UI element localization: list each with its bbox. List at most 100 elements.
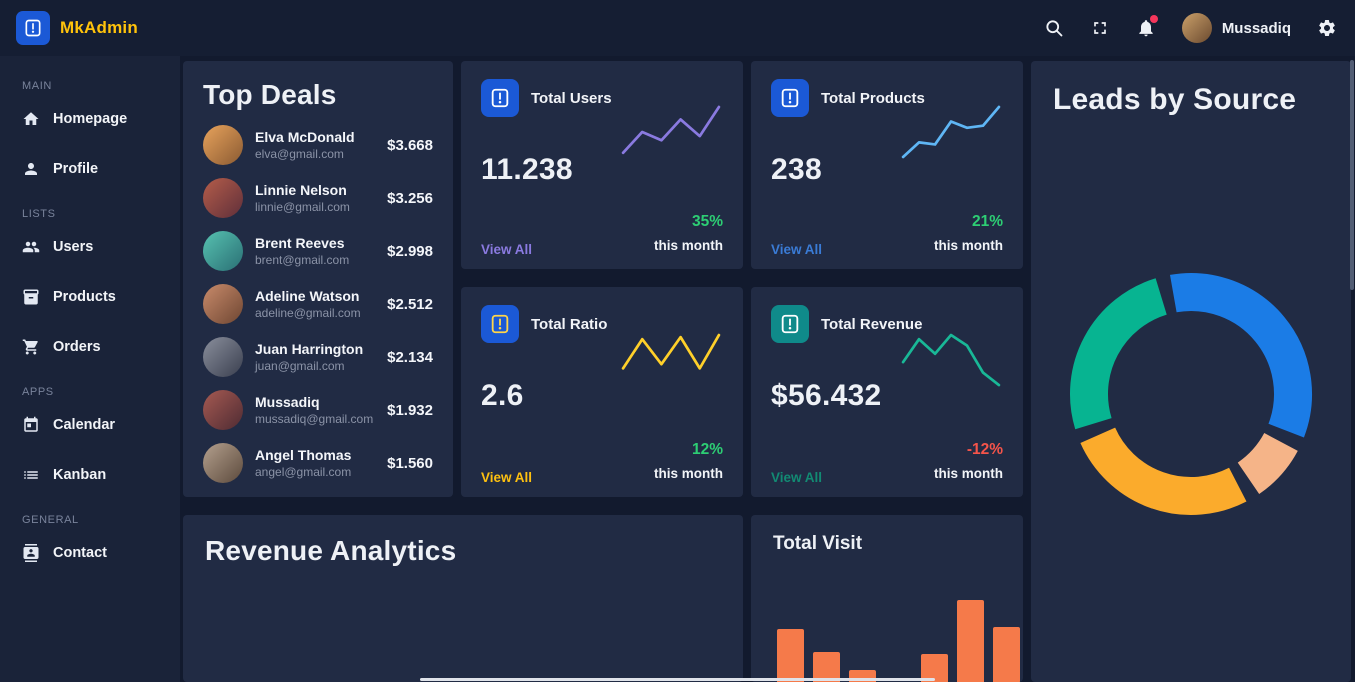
contact-icon — [22, 544, 40, 562]
sidebar-item-orders[interactable]: Orders — [0, 322, 180, 372]
deal-amount: $3.668 — [387, 136, 433, 154]
view-all-link[interactable]: View All — [481, 470, 533, 485]
mkadmin-logo-icon — [16, 11, 50, 45]
view-all-link[interactable]: View All — [481, 242, 533, 257]
view-all-link[interactable]: View All — [771, 470, 823, 485]
stat-card-title: Total Products — [821, 89, 925, 107]
search-button[interactable] — [1044, 18, 1064, 38]
deal-email: juan@gmail.com — [255, 359, 345, 373]
sidebar-item-label: Orders — [53, 339, 101, 355]
deal-name: Juan Harrington — [255, 341, 364, 357]
vertical-scrollbar-thumb[interactable] — [1350, 60, 1354, 290]
bell-icon — [1139, 20, 1153, 37]
percent-change: 21% — [971, 213, 1003, 231]
user-menu[interactable]: Mussadiq — [1181, 13, 1291, 43]
total-users-icon — [481, 79, 519, 117]
stat-card-total-ratio: Total Ratio 2.6 View All 12% this month — [461, 287, 743, 497]
total-visit-card: Total Visit — [751, 515, 1023, 682]
sidebar-item-contact[interactable]: Contact — [0, 528, 180, 578]
sidebar-item-label: Profile — [53, 161, 99, 177]
deal-row[interactable]: Angel Thomas angel@gmail.com $1.560 — [203, 443, 433, 483]
deal-row[interactable]: Brent Reeves brent@gmail.com $2.998 — [203, 231, 433, 271]
deal-email: mussadiq@gmail.com — [255, 412, 374, 426]
sidebar-item-label: Products — [53, 289, 116, 305]
deal-avatar — [203, 443, 243, 483]
sidebar-item-homepage[interactable]: Homepage — [0, 94, 180, 144]
sidebar-item-label: Homepage — [53, 111, 128, 127]
deal-name: Elva McDonald — [255, 129, 355, 145]
total-users-sparkline-chart — [621, 105, 721, 155]
topbar: MkAdmin Mussadiq — [0, 0, 1355, 56]
brand-name: MkAdmin — [60, 18, 138, 37]
top-deals-title: Top Deals — [203, 79, 337, 110]
stat-card-title: Total Revenue — [821, 315, 923, 333]
sidebar-section-main: MAIN — [22, 80, 52, 92]
sidebar-section-lists: LISTS — [22, 208, 56, 220]
percent-change: -12% — [966, 441, 1003, 459]
home-icon — [22, 110, 40, 128]
stat-card-value: 238 — [771, 153, 822, 186]
stat-card-value: $56.432 — [771, 379, 882, 412]
leads-by-source-card: Leads by Source — [1031, 61, 1351, 682]
total-revenue-icon — [771, 305, 809, 343]
leads-by-source-donut-chart — [1070, 273, 1312, 515]
deal-name: Brent Reeves — [255, 235, 345, 251]
total-revenue-sparkline-chart — [901, 333, 1001, 387]
view-all-link[interactable]: View All — [771, 242, 823, 257]
settings-button[interactable] — [1317, 18, 1337, 38]
total-visit-title: Total Visit — [773, 533, 863, 554]
brand[interactable]: MkAdmin — [16, 11, 138, 45]
stat-card-value: 11.238 — [481, 153, 573, 186]
horizontal-scrollbar-thumb[interactable] — [420, 678, 935, 681]
deal-email: linnie@gmail.com — [255, 200, 350, 214]
deal-amount: $2.134 — [387, 348, 433, 366]
revenue-analytics-card: Revenue Analytics — [183, 515, 743, 682]
person-icon — [22, 160, 40, 178]
period-label: this month — [934, 237, 1003, 253]
deal-row[interactable]: Mussadiq mussadiq@gmail.com $1.932 — [203, 390, 433, 430]
deal-amount: $3.256 — [387, 189, 433, 207]
sidebar-item-label: Contact — [53, 545, 107, 561]
percent-change: 35% — [691, 213, 723, 231]
total-products-sparkline-chart — [901, 105, 1001, 159]
sidebar-item-products[interactable]: Products — [0, 272, 180, 322]
deal-avatar — [203, 231, 243, 271]
cart-icon — [22, 338, 40, 356]
deal-row[interactable]: Linnie Nelson linnie@gmail.com $3.256 — [203, 178, 433, 218]
period-label: this month — [654, 237, 723, 253]
fullscreen-button[interactable] — [1090, 18, 1110, 38]
deal-name: Adeline Watson — [255, 288, 360, 304]
stat-card-total-users: Total Users 11.238 View All 35% this mont… — [461, 61, 743, 269]
deal-name: Angel Thomas — [255, 447, 352, 463]
sidebar-item-users[interactable]: Users — [0, 222, 180, 272]
stat-card-value: 2.6 — [481, 379, 524, 412]
deal-email: angel@gmail.com — [255, 465, 352, 479]
period-label: this month — [934, 465, 1003, 481]
deal-avatar — [203, 284, 243, 324]
deal-row[interactable]: Juan Harrington juan@gmail.com $2.134 — [203, 337, 433, 377]
deal-avatar — [203, 390, 243, 430]
stat-card-title: Total Ratio — [531, 315, 608, 333]
deal-name: Mussadiq — [255, 394, 320, 410]
deal-email: elva@gmail.com — [255, 147, 344, 161]
calendar-icon — [22, 416, 40, 434]
sidebar-section-general: GENERAL — [22, 514, 79, 526]
deal-name: Linnie Nelson — [255, 182, 347, 198]
deal-email: adeline@gmail.com — [255, 306, 361, 320]
deal-avatar — [203, 125, 243, 165]
deal-row[interactable]: Elva McDonald elva@gmail.com $3.668 — [203, 125, 433, 165]
fullscreen-icon — [1093, 22, 1106, 34]
sidebar-section-apps: APPS — [22, 386, 54, 398]
percent-change: 12% — [691, 441, 723, 459]
sidebar-item-profile[interactable]: Profile — [0, 144, 180, 194]
sidebar-item-calendar[interactable]: Calendar — [0, 400, 180, 450]
notifications-button[interactable] — [1136, 15, 1158, 38]
users-icon — [22, 238, 40, 256]
products-icon — [22, 288, 40, 306]
sidebar-item-kanban[interactable]: Kanban — [0, 450, 180, 500]
total-ratio-icon — [481, 305, 519, 343]
stat-card-total-products: Total Products 238 View All 21% this mont… — [751, 61, 1023, 269]
sidebar-item-label: Users — [53, 239, 94, 255]
deal-row[interactable]: Adeline Watson adeline@gmail.com $2.512 — [203, 284, 433, 324]
period-label: this month — [654, 465, 723, 481]
